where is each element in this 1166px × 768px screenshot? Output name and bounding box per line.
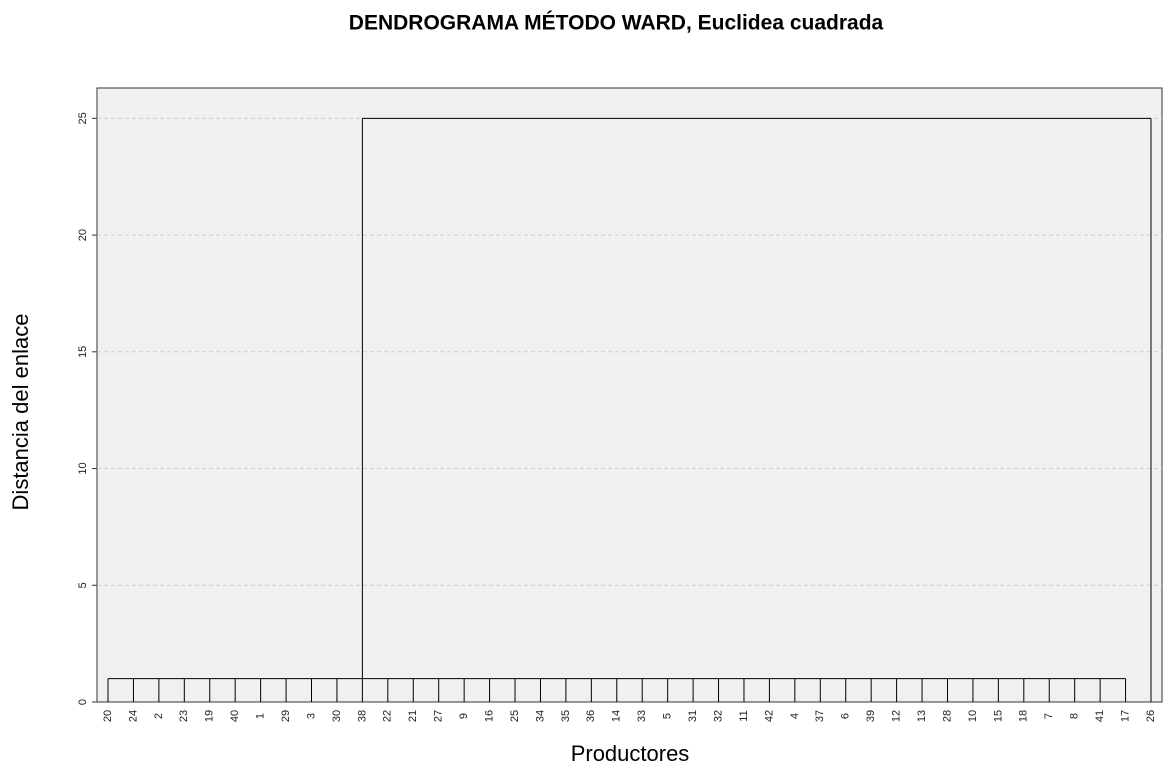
x-tick-label: 12	[891, 710, 903, 722]
x-tick-label: 36	[585, 710, 597, 722]
x-tick-label: 26	[1145, 710, 1157, 722]
x-tick-label: 14	[611, 710, 623, 722]
x-tick-label: 16	[483, 710, 495, 722]
y-tick-label: 15	[77, 346, 89, 358]
x-axis-label: Productores	[571, 741, 690, 766]
x-tick-label: 17	[1119, 710, 1131, 722]
x-tick-label: 40	[229, 710, 241, 722]
x-tick-label: 23	[178, 710, 190, 722]
plot-area	[96, 87, 1163, 703]
x-tick-label: 35	[560, 710, 572, 722]
x-tick-label: 8	[1069, 713, 1081, 719]
x-tick-label: 29	[280, 710, 292, 722]
x-tick-label: 1	[255, 713, 267, 719]
x-tick-label: 42	[763, 710, 775, 722]
x-tick-label: 13	[916, 710, 928, 722]
x-tick-label: 11	[738, 710, 750, 721]
x-tick-label: 10	[967, 710, 979, 722]
x-tick-label: 21	[407, 710, 419, 722]
x-tick-label: 31	[687, 710, 699, 722]
x-tick-label: 9	[458, 713, 470, 719]
x-tick-label: 18	[1018, 710, 1030, 722]
x-tick-label: 27	[433, 710, 445, 722]
x-tick-label: 41	[1094, 710, 1106, 722]
y-axis-label: Distancia del enlace	[8, 314, 33, 511]
x-tick-label: 34	[534, 710, 546, 722]
x-tick-label: 4	[789, 713, 801, 719]
y-tick-label: 20	[77, 229, 89, 241]
x-tick-label: 30	[331, 710, 343, 722]
x-tick-label: 28	[941, 710, 953, 722]
x-tick-label: 7	[1043, 713, 1055, 719]
chart-title: DENDROGRAMA MÉTODO WARD, Euclidea cuadra…	[349, 12, 884, 35]
x-tick-label: 38	[356, 710, 368, 722]
x-tick-label: 5	[662, 713, 674, 719]
x-tick-label: 33	[636, 710, 648, 722]
x-tick-label: 20	[102, 710, 114, 722]
x-tick-label: 32	[712, 710, 724, 722]
x-tick-label: 37	[814, 710, 826, 722]
x-tick-label: 19	[204, 710, 216, 722]
x-tick-label: 24	[127, 710, 139, 722]
y-tick-label: 0	[77, 699, 89, 705]
x-tick-label: 6	[840, 713, 852, 719]
x-tick-label: 2	[153, 713, 165, 719]
y-tick-label: 25	[77, 112, 89, 124]
y-tick-label: 5	[77, 582, 89, 588]
y-tick-label: 10	[77, 462, 89, 474]
x-tick-label: 3	[305, 713, 317, 719]
x-tick-label: 25	[509, 710, 521, 722]
x-tick-label: 22	[382, 710, 394, 722]
x-tick-label: 39	[865, 710, 877, 722]
x-tick-label: 15	[992, 710, 1004, 722]
